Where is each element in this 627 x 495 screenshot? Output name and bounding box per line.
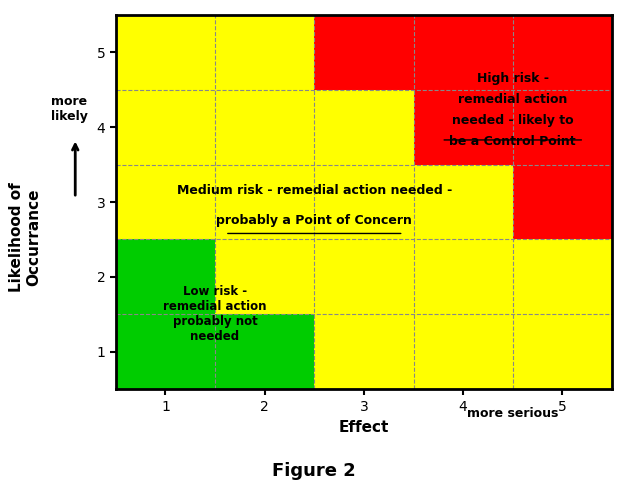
Bar: [116, 15, 215, 90]
Bar: [513, 90, 612, 165]
Bar: [414, 15, 513, 90]
Bar: [314, 165, 414, 240]
Bar: [513, 165, 612, 240]
Bar: [513, 240, 612, 314]
Bar: [116, 314, 215, 389]
X-axis label: Effect: Effect: [339, 420, 389, 436]
Bar: [314, 15, 414, 90]
Text: Medium risk - remedial action needed -: Medium risk - remedial action needed -: [177, 184, 452, 198]
Bar: [414, 90, 513, 165]
Text: be a Control Point: be a Control Point: [450, 135, 576, 148]
Text: probably a Point of Concern: probably a Point of Concern: [216, 214, 412, 227]
Bar: [314, 240, 414, 314]
Bar: [215, 165, 314, 240]
Text: Likelihood of
Occurrance: Likelihood of Occurrance: [9, 183, 41, 293]
Bar: [414, 165, 513, 240]
Bar: [314, 314, 414, 389]
Bar: [314, 90, 414, 165]
Text: remedial action: remedial action: [458, 93, 567, 106]
Bar: [116, 240, 215, 314]
Text: more
likely: more likely: [51, 95, 87, 123]
Text: more serious: more serious: [467, 406, 559, 420]
Bar: [116, 165, 215, 240]
Bar: [116, 90, 215, 165]
Text: needed - likely to: needed - likely to: [452, 114, 574, 127]
Text: High risk -: High risk -: [477, 72, 549, 85]
Bar: [414, 314, 513, 389]
Text: Low risk -
remedial action
probably not
needed: Low risk - remedial action probably not …: [163, 285, 267, 343]
Bar: [513, 15, 612, 90]
Bar: [215, 90, 314, 165]
Text: Figure 2: Figure 2: [271, 462, 356, 480]
Bar: [215, 314, 314, 389]
Bar: [414, 240, 513, 314]
Bar: [215, 15, 314, 90]
Bar: [215, 240, 314, 314]
Bar: [513, 314, 612, 389]
